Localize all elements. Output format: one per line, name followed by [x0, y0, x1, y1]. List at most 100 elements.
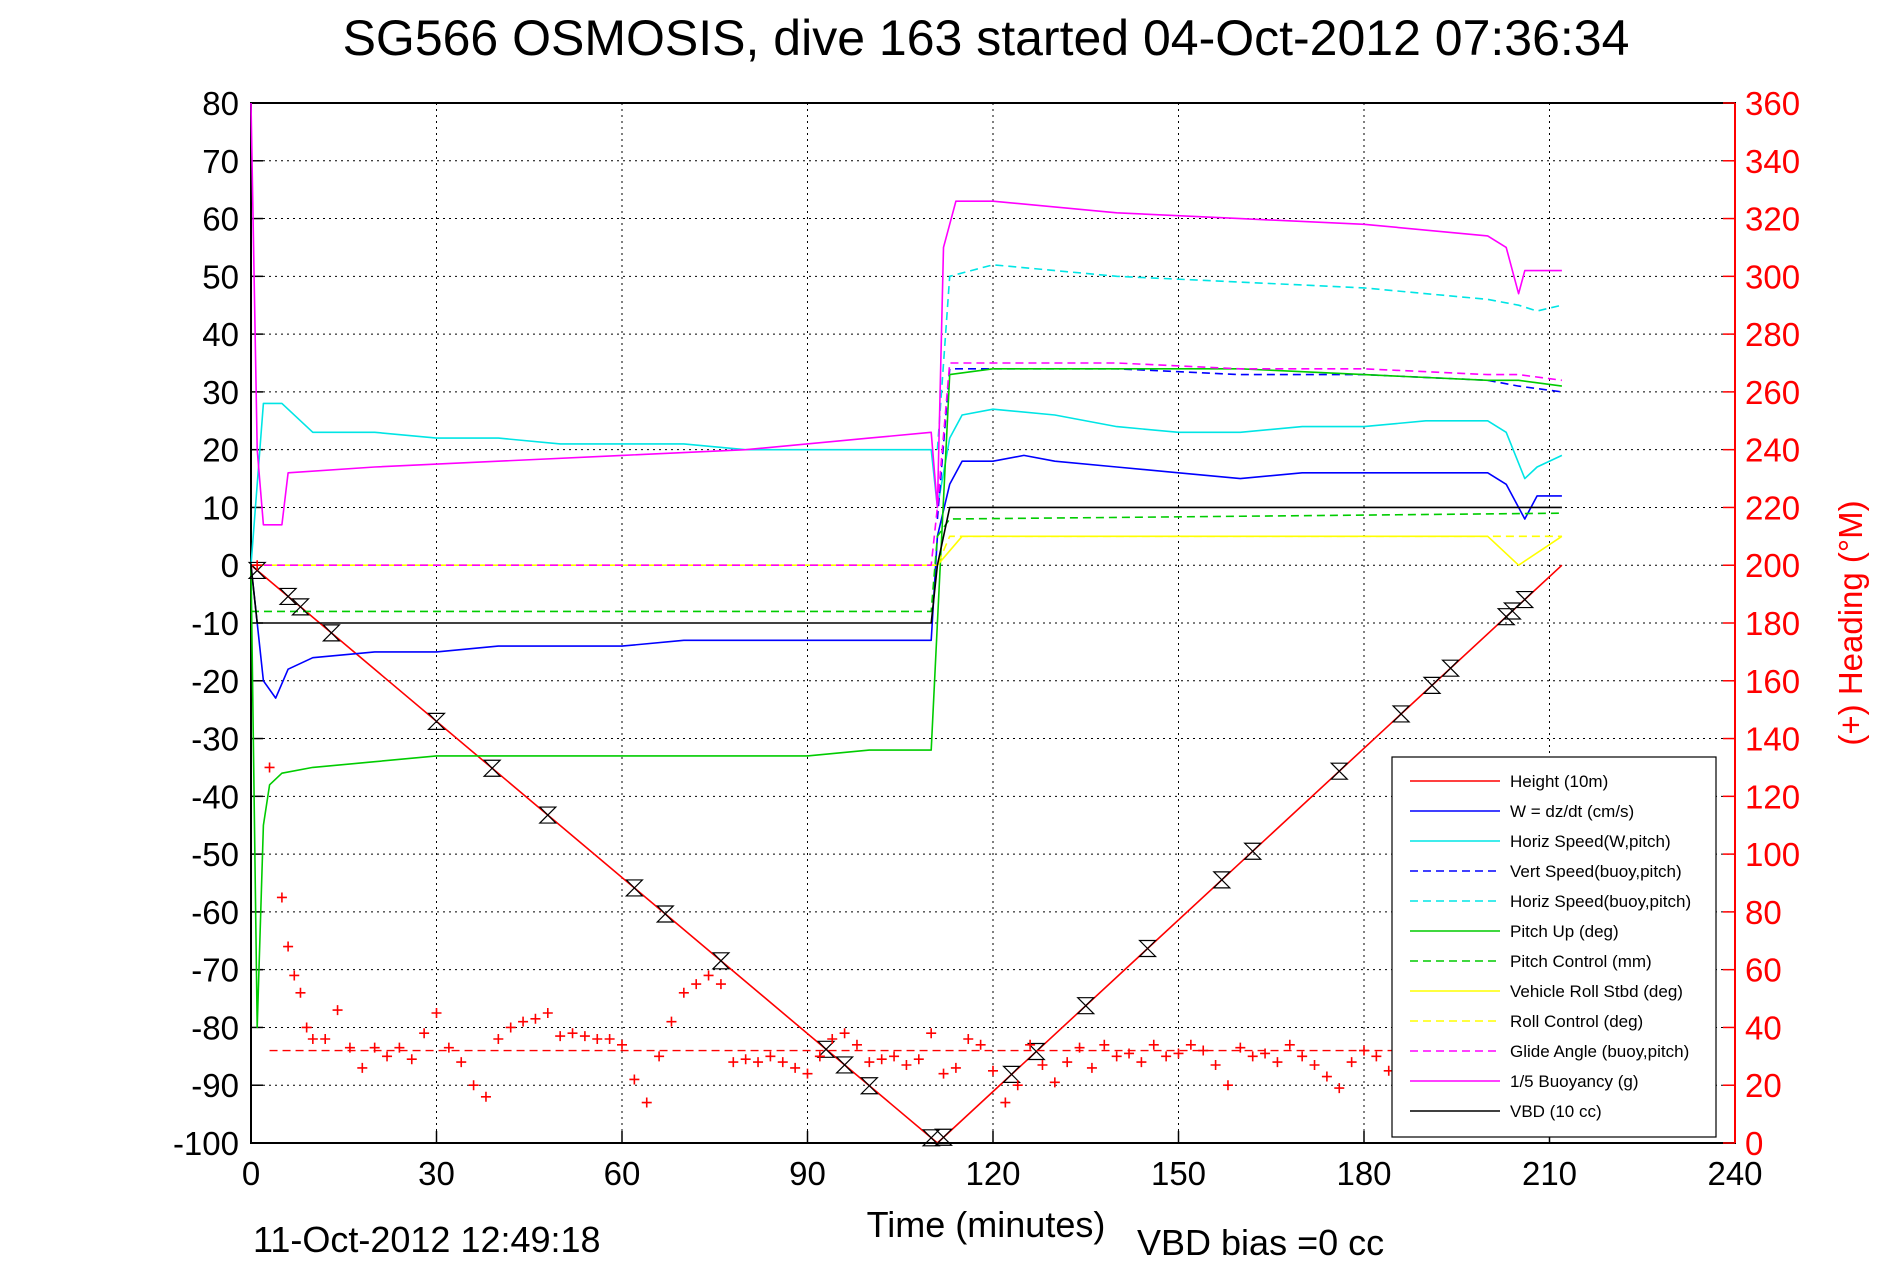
series-line-9 — [251, 362, 1563, 567]
heading-point — [629, 1074, 640, 1085]
heading-point — [666, 1016, 677, 1027]
y-tick-label: -90 — [191, 1067, 239, 1104]
y2-tick-label: 300 — [1745, 258, 1800, 295]
depth-marker — [321, 624, 341, 642]
heading-point — [332, 1005, 343, 1016]
heading-point — [1012, 1080, 1023, 1091]
heading-point — [1086, 1062, 1097, 1073]
heading-point — [641, 1097, 652, 1108]
y-tick-label: -100 — [173, 1125, 239, 1162]
x-axis: 0 30 60 90 120 150 180 210 240 — [242, 1131, 1763, 1192]
depth-marker — [1212, 871, 1232, 889]
y-tick-label: -80 — [191, 1009, 239, 1046]
y2-tick-label: 360 — [1745, 85, 1800, 122]
depth-marker — [247, 561, 267, 580]
heading-point — [1000, 1097, 1011, 1108]
heading-point — [493, 1034, 504, 1044]
y-axis-right: 3603403203002802602402202001801601401201… — [1723, 85, 1800, 1162]
y-axis-left: 80 70 60 50 40 30 20 10 0 -10 -20 -30 -40 -50 -60 -70 -8… — [173, 85, 263, 1162]
heading-point — [344, 1042, 355, 1053]
legend-label: Vert Speed(buoy,pitch) — [1510, 862, 1682, 881]
heading-point — [1111, 1051, 1122, 1062]
heading-point — [1099, 1039, 1110, 1050]
legend-label: W = dz/dt (cm/s) — [1510, 802, 1634, 821]
heading-point — [1247, 1051, 1258, 1062]
y-tick-label: 60 — [202, 201, 239, 238]
y-tick-label: -50 — [191, 836, 239, 873]
y-tick-label: -30 — [191, 721, 239, 758]
depth-marker — [1515, 590, 1535, 609]
heading-point — [765, 1051, 776, 1062]
heading-point — [1074, 1042, 1085, 1053]
heading-point — [1321, 1071, 1332, 1082]
series-line-6 — [251, 512, 1562, 613]
heading-point — [988, 1065, 998, 1076]
heading-point — [617, 1039, 627, 1050]
legend-label: Pitch Up (deg) — [1510, 922, 1619, 941]
heading-point — [419, 1028, 430, 1039]
heading-point — [530, 1013, 541, 1024]
heading-point — [301, 1022, 312, 1033]
x-tick-label: 90 — [789, 1155, 826, 1192]
depth-marker — [1441, 659, 1461, 677]
depth-marker — [291, 598, 310, 616]
legend-label: Horiz Speed(buoy,pitch) — [1510, 892, 1691, 911]
heading-point — [1346, 1057, 1357, 1068]
depth-marker — [427, 712, 446, 730]
heading-point — [468, 1080, 479, 1091]
heading-point — [480, 1091, 491, 1102]
heading-point — [592, 1034, 603, 1044]
heading-point — [394, 1042, 405, 1053]
y-tick-label: 40 — [202, 316, 239, 353]
y-tick-label: -60 — [191, 894, 239, 931]
heading-point — [382, 1051, 393, 1062]
series-line-3 — [936, 367, 1563, 520]
depth-marker — [1329, 762, 1349, 780]
footer-date: 11-Oct-2012 12:49:18 — [253, 1219, 601, 1260]
heading-point — [913, 1054, 924, 1065]
heading-point — [864, 1057, 875, 1068]
heading-point — [289, 970, 300, 981]
heading-point — [926, 1028, 937, 1039]
heading-point — [1062, 1057, 1073, 1068]
heading-point — [975, 1039, 986, 1050]
legend-label: Pitch Control (mm) — [1510, 952, 1652, 971]
y-tick-label: -70 — [191, 952, 239, 989]
heading-point — [963, 1034, 974, 1044]
heading-point — [307, 1034, 318, 1044]
heading-point — [1124, 1048, 1135, 1059]
heading-point — [678, 987, 689, 998]
heading-point — [1148, 1039, 1159, 1050]
heading-point — [901, 1060, 912, 1070]
y-tick-label: 10 — [202, 489, 239, 526]
heading-point — [753, 1057, 764, 1068]
depth-marker — [624, 879, 644, 897]
series-line-8 — [251, 535, 1562, 567]
heading-point — [431, 1008, 442, 1018]
heading-point — [740, 1054, 751, 1065]
depth-marker — [1138, 939, 1158, 958]
y2-tick-label: 160 — [1745, 663, 1800, 700]
heading-point — [814, 1051, 825, 1062]
footer-vbd-bias: VBD bias =0 cc — [1137, 1222, 1384, 1262]
depth-marker — [1422, 676, 1442, 694]
depth-marker — [859, 1077, 879, 1095]
heading-point — [691, 979, 702, 990]
heading-point — [1309, 1060, 1320, 1070]
heading-point — [1173, 1048, 1184, 1059]
y-tick-label: 30 — [202, 374, 239, 411]
y2-tick-label: 240 — [1745, 432, 1800, 469]
heading-point — [889, 1051, 900, 1062]
heading-point — [542, 1008, 553, 1018]
heading-point — [790, 1062, 801, 1073]
heading-point — [369, 1042, 380, 1053]
x-axis-label: Time (minutes) — [867, 1204, 1106, 1245]
y2-tick-label: 340 — [1745, 143, 1800, 180]
series-line-2 — [250, 402, 1563, 566]
x-tick-label: 180 — [1336, 1155, 1391, 1192]
heading-point — [264, 762, 275, 773]
x-tick-label: 120 — [965, 1155, 1020, 1192]
heading-point — [1037, 1060, 1048, 1070]
y2-axis-label: (+) Heading (°M) — [1832, 500, 1869, 745]
heading-point — [555, 1031, 566, 1042]
